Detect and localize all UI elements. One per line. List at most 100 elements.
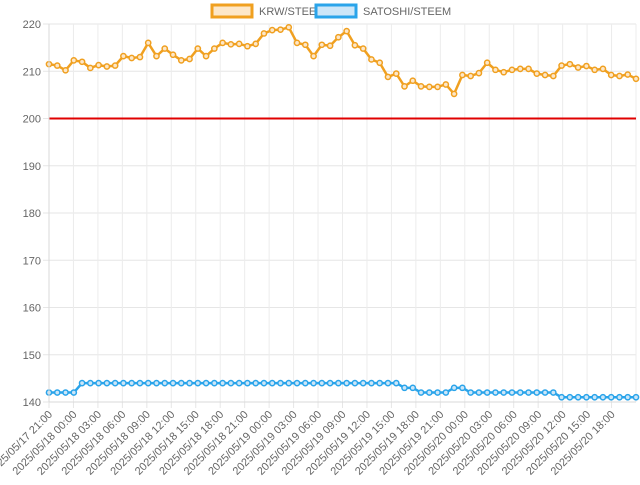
data-point-krw-steem <box>401 83 408 90</box>
data-point-krw-steem <box>591 66 599 74</box>
data-point-krw-steem <box>516 65 524 73</box>
data-point-satoshi-steem <box>103 379 111 387</box>
data-point-satoshi-steem <box>285 379 293 387</box>
data-point-krw-steem <box>409 77 417 85</box>
data-point-krw-steem <box>194 45 202 52</box>
data-point-satoshi-steem <box>177 379 185 387</box>
data-point-satoshi-steem <box>186 379 193 387</box>
data-point-krw-steem <box>70 57 78 64</box>
data-point-satoshi-steem <box>442 389 450 396</box>
data-point-satoshi-steem <box>450 384 458 392</box>
data-point-satoshi-steem <box>500 389 508 396</box>
data-point-krw-steem <box>318 41 326 49</box>
data-point-satoshi-steem <box>335 379 342 387</box>
data-point-krw-steem <box>277 26 284 34</box>
data-point-krw-steem <box>285 23 293 31</box>
data-point-krw-steem <box>541 71 549 79</box>
data-point-satoshi-steem <box>467 389 474 396</box>
data-point-satoshi-steem <box>376 379 384 387</box>
data-point-satoshi-steem <box>384 379 392 387</box>
data-point-satoshi-steem <box>475 389 483 396</box>
data-point-krw-steem <box>260 30 268 37</box>
data-point-satoshi-steem <box>516 389 524 396</box>
data-point-krw-steem <box>624 71 632 78</box>
data-point-satoshi-steem <box>136 379 144 387</box>
data-point-satoshi-steem <box>566 393 574 401</box>
data-point-krw-steem <box>574 64 582 71</box>
data-point-satoshi-steem <box>153 379 160 387</box>
data-point-satoshi-steem <box>326 379 334 387</box>
data-point-satoshi-steem <box>616 393 623 401</box>
data-point-krw-steem <box>384 73 392 81</box>
data-point-satoshi-steem <box>169 379 177 387</box>
data-point-krw-steem <box>425 83 433 91</box>
data-point-satoshi-steem <box>219 379 226 387</box>
data-point-krw-steem <box>616 72 623 80</box>
data-point-satoshi-steem <box>194 379 202 387</box>
data-point-satoshi-steem <box>95 379 102 387</box>
data-point-satoshi-steem <box>409 384 417 392</box>
data-point-krw-steem <box>558 62 565 69</box>
data-point-krw-steem <box>492 66 499 74</box>
data-point-satoshi-steem <box>359 379 367 387</box>
data-point-satoshi-steem <box>632 393 640 401</box>
data-point-krw-steem <box>343 27 350 35</box>
data-point-krw-steem <box>293 39 301 47</box>
data-point-satoshi-steem <box>574 393 582 401</box>
data-point-satoshi-steem <box>599 393 607 401</box>
data-point-krw-steem <box>244 42 251 50</box>
series-layer <box>45 23 640 401</box>
data-point-satoshi-steem <box>368 379 375 387</box>
data-point-krw-steem <box>78 58 86 66</box>
data-point-krw-steem <box>227 40 235 48</box>
data-point-satoshi-steem <box>70 389 78 396</box>
data-point-krw-steem <box>599 65 607 73</box>
data-point-krw-steem <box>169 51 177 59</box>
data-point-satoshi-steem <box>508 389 516 396</box>
data-point-krw-steem <box>467 72 474 80</box>
data-point-satoshi-steem <box>483 389 491 396</box>
data-point-krw-steem <box>235 40 243 48</box>
data-point-satoshi-steem <box>260 379 268 387</box>
data-point-krw-steem <box>508 66 516 74</box>
data-point-satoshi-steem <box>62 389 69 396</box>
legend[interactable]: KRW/STEEM SATOSHI/STEEM <box>210 3 451 19</box>
data-point-krw-steem <box>111 62 119 69</box>
data-point-krw-steem <box>62 66 69 74</box>
data-point-satoshi-steem <box>161 379 169 387</box>
data-point-krw-steem <box>450 90 458 98</box>
data-point-krw-steem <box>268 26 276 34</box>
data-point-satoshi-steem <box>525 389 532 396</box>
data-point-satoshi-steem <box>120 379 127 387</box>
data-point-krw-steem <box>161 45 169 52</box>
data-point-krw-steem <box>120 52 127 60</box>
legend-item-krw-steem[interactable]: KRW/STEEM <box>210 3 325 19</box>
data-point-krw-steem <box>607 71 615 79</box>
data-point-krw-steem <box>376 59 384 67</box>
data-point-satoshi-steem <box>211 379 218 387</box>
legend-item-satoshi-steem[interactable]: SATOSHI/STEEM <box>314 3 451 19</box>
data-point-krw-steem <box>459 71 466 79</box>
data-point-krw-steem <box>392 70 400 77</box>
data-point-krw-steem <box>128 54 136 62</box>
data-point-satoshi-steem <box>401 384 408 392</box>
data-point-krw-steem <box>301 41 309 49</box>
data-point-satoshi-steem <box>144 379 152 387</box>
data-point-satoshi-steem <box>549 389 557 396</box>
legend-label-krw-steem: KRW/STEEM <box>259 6 325 18</box>
data-point-krw-steem <box>310 52 317 60</box>
y-tick-label: 170 <box>23 255 41 267</box>
data-point-satoshi-steem <box>235 379 243 387</box>
data-point-satoshi-steem <box>541 389 549 396</box>
data-point-krw-steem <box>153 52 160 60</box>
data-point-krw-steem <box>475 69 483 77</box>
data-point-krw-steem <box>434 83 441 91</box>
data-point-krw-steem <box>368 56 375 63</box>
data-point-krw-steem <box>53 62 61 69</box>
data-point-krw-steem <box>103 63 111 70</box>
data-point-krw-steem <box>525 65 532 73</box>
y-tick-label: 190 <box>23 161 41 173</box>
data-point-krw-steem <box>136 53 144 61</box>
data-point-satoshi-steem <box>277 379 284 387</box>
